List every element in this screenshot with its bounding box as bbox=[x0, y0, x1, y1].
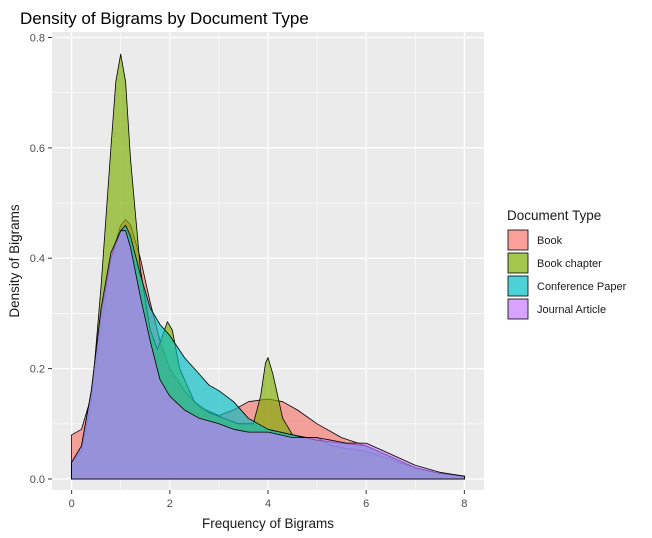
y-tick-label: 0.4 bbox=[30, 253, 45, 265]
legend-label: Conference Paper bbox=[537, 281, 627, 293]
y-axis-ticks: 0.0 0.2 0.4 0.6 0.8 bbox=[30, 33, 52, 486]
legend-label: Book bbox=[537, 235, 563, 247]
y-tick-label: 0.2 bbox=[30, 364, 45, 376]
x-tick-label: 6 bbox=[363, 498, 369, 510]
x-axis-ticks: 0 2 4 6 8 bbox=[69, 490, 467, 510]
legend-key-conference-paper bbox=[507, 275, 529, 297]
y-tick-label: 0.6 bbox=[30, 143, 45, 155]
legend-items: Book Book chapter Conference Paper Journal … bbox=[507, 229, 627, 320]
x-axis-title: Frequency of Bigrams bbox=[202, 516, 334, 531]
legend-key-book-chapter bbox=[507, 252, 529, 274]
legend: Document Type Book Book chapter Conference… bbox=[507, 208, 627, 320]
x-tick-label: 2 bbox=[167, 498, 173, 510]
legend-label: Book chapter bbox=[537, 258, 602, 270]
x-tick-label: 0 bbox=[69, 498, 75, 510]
chart-title: Density of Bigrams by Document Type bbox=[20, 9, 309, 28]
legend-label: Journal Article bbox=[537, 304, 606, 316]
y-tick-label: 0.8 bbox=[30, 33, 45, 45]
legend-key-book bbox=[507, 229, 529, 251]
y-axis-title: Density of Bigrams bbox=[7, 204, 22, 318]
density-area-journal-article bbox=[71, 230, 465, 480]
legend-title: Document Type bbox=[507, 208, 601, 223]
x-tick-label: 4 bbox=[265, 498, 271, 510]
y-tick-label: 0.0 bbox=[30, 474, 45, 486]
legend-key-journal-article bbox=[507, 298, 529, 320]
series-layer bbox=[71, 53, 465, 480]
x-tick-label: 8 bbox=[461, 498, 467, 510]
